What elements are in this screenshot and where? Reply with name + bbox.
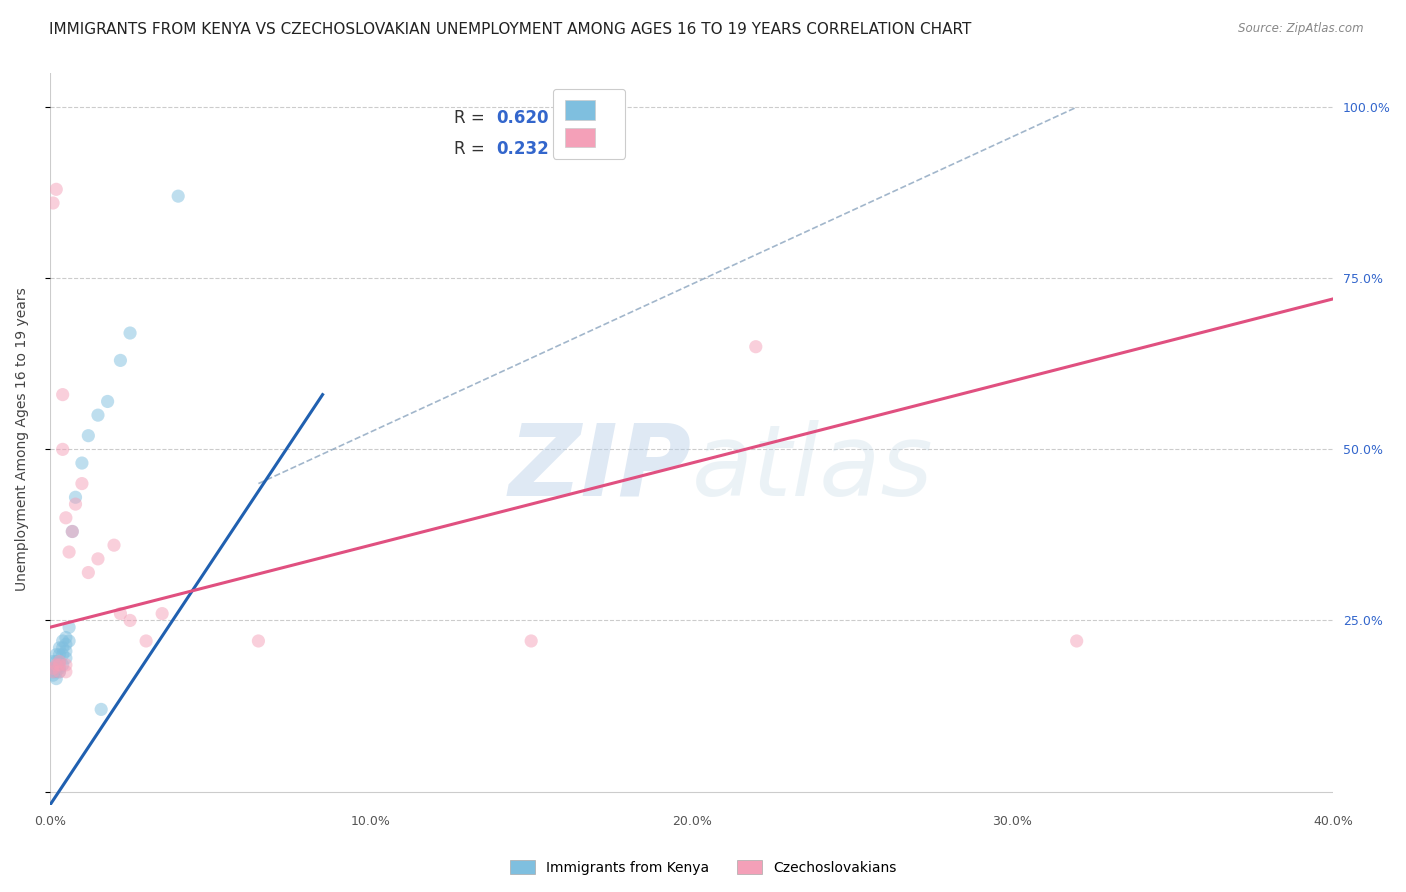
Point <box>55 665 77 679</box>
Point <box>48 640 70 655</box>
Point <box>52 657 75 672</box>
Point <box>45 648 67 662</box>
Point <box>48 648 70 662</box>
Point <box>60 524 83 539</box>
Point <box>55 510 77 524</box>
Point <box>103 538 125 552</box>
Text: N =: N = <box>554 110 602 128</box>
Point <box>45 661 67 675</box>
Point <box>120 326 142 340</box>
Point <box>52 648 75 662</box>
Point <box>45 655 67 669</box>
Point <box>58 634 80 648</box>
Point <box>55 657 77 672</box>
Text: atlas: atlas <box>692 420 934 516</box>
Point <box>42 661 65 675</box>
Point <box>42 196 65 211</box>
Legend: Immigrants from Kenya, Czechoslovakians: Immigrants from Kenya, Czechoslovakians <box>505 855 901 880</box>
Point <box>45 657 67 672</box>
Point <box>52 387 75 401</box>
Text: R =: R = <box>454 110 491 128</box>
Point <box>55 637 77 651</box>
Point <box>45 182 67 196</box>
Point <box>520 634 543 648</box>
Legend:  ,  : , <box>553 88 624 159</box>
Point <box>45 672 67 686</box>
Point <box>45 665 67 679</box>
Point <box>110 607 132 621</box>
Text: N =: N = <box>554 140 602 158</box>
Point <box>60 524 83 539</box>
Point <box>120 614 142 628</box>
Point <box>58 620 80 634</box>
Point <box>42 661 65 675</box>
Point <box>55 651 77 665</box>
Point <box>55 631 77 645</box>
Point <box>77 428 100 442</box>
Point <box>48 655 70 669</box>
Point <box>70 456 93 470</box>
Point <box>52 442 75 457</box>
Point <box>52 634 75 648</box>
Point <box>42 655 65 669</box>
Point <box>110 353 132 368</box>
Point <box>48 665 70 679</box>
Point <box>48 655 70 669</box>
Point <box>77 566 100 580</box>
Point <box>97 394 120 409</box>
Point <box>55 644 77 658</box>
Point <box>65 497 87 511</box>
Point <box>48 657 70 672</box>
Point <box>52 640 75 655</box>
Point <box>42 665 65 679</box>
Point <box>48 665 70 679</box>
Point <box>70 476 93 491</box>
Text: 28: 28 <box>598 140 621 158</box>
Point <box>87 552 110 566</box>
Point <box>48 661 70 675</box>
Point <box>167 189 190 203</box>
Point <box>90 702 112 716</box>
Text: 0.232: 0.232 <box>496 140 550 158</box>
Text: R =: R = <box>454 140 491 158</box>
Point <box>135 634 157 648</box>
Text: 0.620: 0.620 <box>496 110 548 128</box>
Point <box>247 634 270 648</box>
Point <box>42 665 65 679</box>
Y-axis label: Unemployment Among Ages 16 to 19 years: Unemployment Among Ages 16 to 19 years <box>15 287 30 591</box>
Point <box>65 490 87 504</box>
Text: Source: ZipAtlas.com: Source: ZipAtlas.com <box>1239 22 1364 36</box>
Text: ZIP: ZIP <box>509 420 692 516</box>
Point <box>745 340 768 354</box>
Point <box>87 408 110 422</box>
Point <box>42 668 65 682</box>
Text: IMMIGRANTS FROM KENYA VS CZECHOSLOVAKIAN UNEMPLOYMENT AMONG AGES 16 TO 19 YEARS : IMMIGRANTS FROM KENYA VS CZECHOSLOVAKIAN… <box>49 22 972 37</box>
Point <box>150 607 173 621</box>
Point <box>58 545 80 559</box>
Text: 34: 34 <box>598 110 621 128</box>
Point <box>1066 634 1088 648</box>
